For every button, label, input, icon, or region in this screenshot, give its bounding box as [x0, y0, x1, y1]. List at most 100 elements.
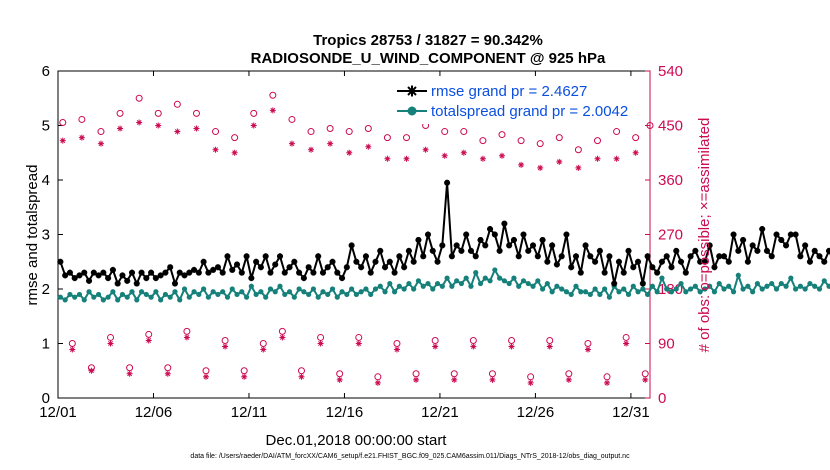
rmse-marker	[749, 242, 756, 249]
totalspread-marker	[86, 289, 92, 295]
day_assimilated-marker	[575, 164, 582, 171]
day_possible-marker	[517, 137, 525, 145]
rmse-marker	[606, 253, 613, 260]
totalspread-marker	[243, 294, 250, 300]
day_possible-marker	[173, 100, 181, 108]
rmse-marker	[615, 258, 622, 265]
rmse-marker	[362, 253, 369, 260]
day_possible-marker	[498, 131, 506, 139]
day_possible-marker	[326, 125, 334, 133]
day_possible-marker	[97, 128, 105, 136]
rmse-marker	[482, 242, 489, 249]
rmse-marker	[348, 242, 355, 249]
totalspread-marker	[267, 286, 274, 292]
day_possible-marker	[536, 140, 544, 148]
night_possible-marker	[546, 336, 554, 344]
rmse-marker	[420, 253, 427, 260]
x-tick-label: 12/31	[612, 404, 650, 421]
rmse-marker	[291, 258, 298, 265]
rmse-marker	[501, 220, 508, 227]
night_possible-marker	[221, 336, 229, 344]
night_assimilated-marker	[336, 376, 343, 383]
day_assimilated-marker	[441, 152, 448, 159]
totalspread-marker	[363, 286, 369, 292]
totalspread-marker	[759, 286, 765, 292]
day_assimilated-marker	[499, 152, 505, 159]
day_possible-marker	[364, 125, 372, 133]
night_possible-marker	[488, 370, 496, 378]
totalspread-marker	[291, 294, 297, 300]
totalspread-marker	[606, 294, 613, 300]
totalspread-marker	[625, 291, 632, 298]
totalspread-marker	[105, 294, 111, 300]
night_possible-marker	[107, 333, 115, 341]
rmse-marker	[129, 269, 135, 276]
night_assimilated-marker	[88, 367, 95, 374]
rmse-marker	[329, 258, 336, 265]
rmse-marker	[515, 253, 522, 260]
night_assimilated-marker	[393, 346, 400, 353]
totalspread-marker	[497, 275, 503, 281]
rmse-marker	[816, 253, 823, 260]
y-right-tick-label: 270	[658, 227, 683, 244]
rmse-marker	[176, 269, 183, 276]
rmse-marker	[200, 258, 207, 265]
totalspread-marker	[664, 286, 670, 292]
totalspread-marker	[769, 280, 775, 287]
rmse-marker	[467, 247, 474, 254]
rmse-marker	[305, 264, 312, 271]
night_assimilated-marker	[508, 343, 515, 350]
day_possible-marker	[307, 128, 315, 136]
legend-rmse-marker	[406, 85, 418, 97]
totalspread-marker	[220, 289, 226, 295]
rmse-marker	[716, 253, 723, 260]
rmse-marker	[663, 253, 670, 260]
rmse-marker	[405, 247, 412, 254]
totalspread-marker	[678, 280, 684, 287]
totalspread-marker	[310, 286, 317, 292]
totalspread-marker	[191, 289, 197, 295]
rmse-marker	[706, 242, 713, 249]
totalspread-marker	[110, 289, 116, 295]
totalspread-marker	[315, 294, 321, 300]
rmse-marker	[553, 261, 560, 268]
day_assimilated-marker	[384, 155, 391, 162]
legend-box	[395, 80, 645, 124]
rmse-marker	[114, 280, 121, 287]
night_assimilated-marker	[107, 340, 114, 347]
rmse-marker	[477, 236, 484, 243]
totalspread-marker	[773, 286, 780, 292]
rmse-marker	[701, 258, 708, 265]
totalspread-marker	[754, 280, 761, 287]
rmse-marker	[687, 253, 694, 260]
totalspread-marker	[816, 286, 823, 292]
rmse-marker	[248, 275, 255, 282]
day_possible-marker	[613, 128, 621, 136]
day_possible-marker	[403, 134, 411, 142]
night_possible-marker	[240, 367, 248, 375]
day_assimilated-marker	[422, 146, 429, 153]
totalspread-marker	[640, 286, 646, 292]
rmse-marker	[735, 247, 742, 254]
rmse-marker	[744, 258, 751, 265]
y-right-tick-label: 0	[658, 390, 666, 407]
rmse-marker	[382, 264, 389, 271]
rmse-marker	[821, 258, 828, 265]
rmse-marker	[124, 277, 131, 284]
night_assimilated-marker	[298, 373, 305, 380]
totalspread-marker	[158, 297, 164, 303]
day_assimilated-marker	[632, 149, 639, 156]
rmse-marker	[525, 247, 532, 254]
rmse-marker	[219, 269, 226, 276]
totalspread-marker	[649, 283, 655, 289]
totalspread-marker	[711, 289, 718, 295]
totalspread-marker	[391, 289, 398, 295]
totalspread-marker	[143, 291, 149, 298]
rmse-marker	[310, 269, 317, 276]
day_assimilated-marker	[174, 128, 181, 135]
rmse-marker	[697, 258, 704, 265]
totalspread-marker	[621, 286, 627, 292]
rmse-marker	[725, 258, 732, 265]
rmse-marker	[401, 264, 408, 271]
